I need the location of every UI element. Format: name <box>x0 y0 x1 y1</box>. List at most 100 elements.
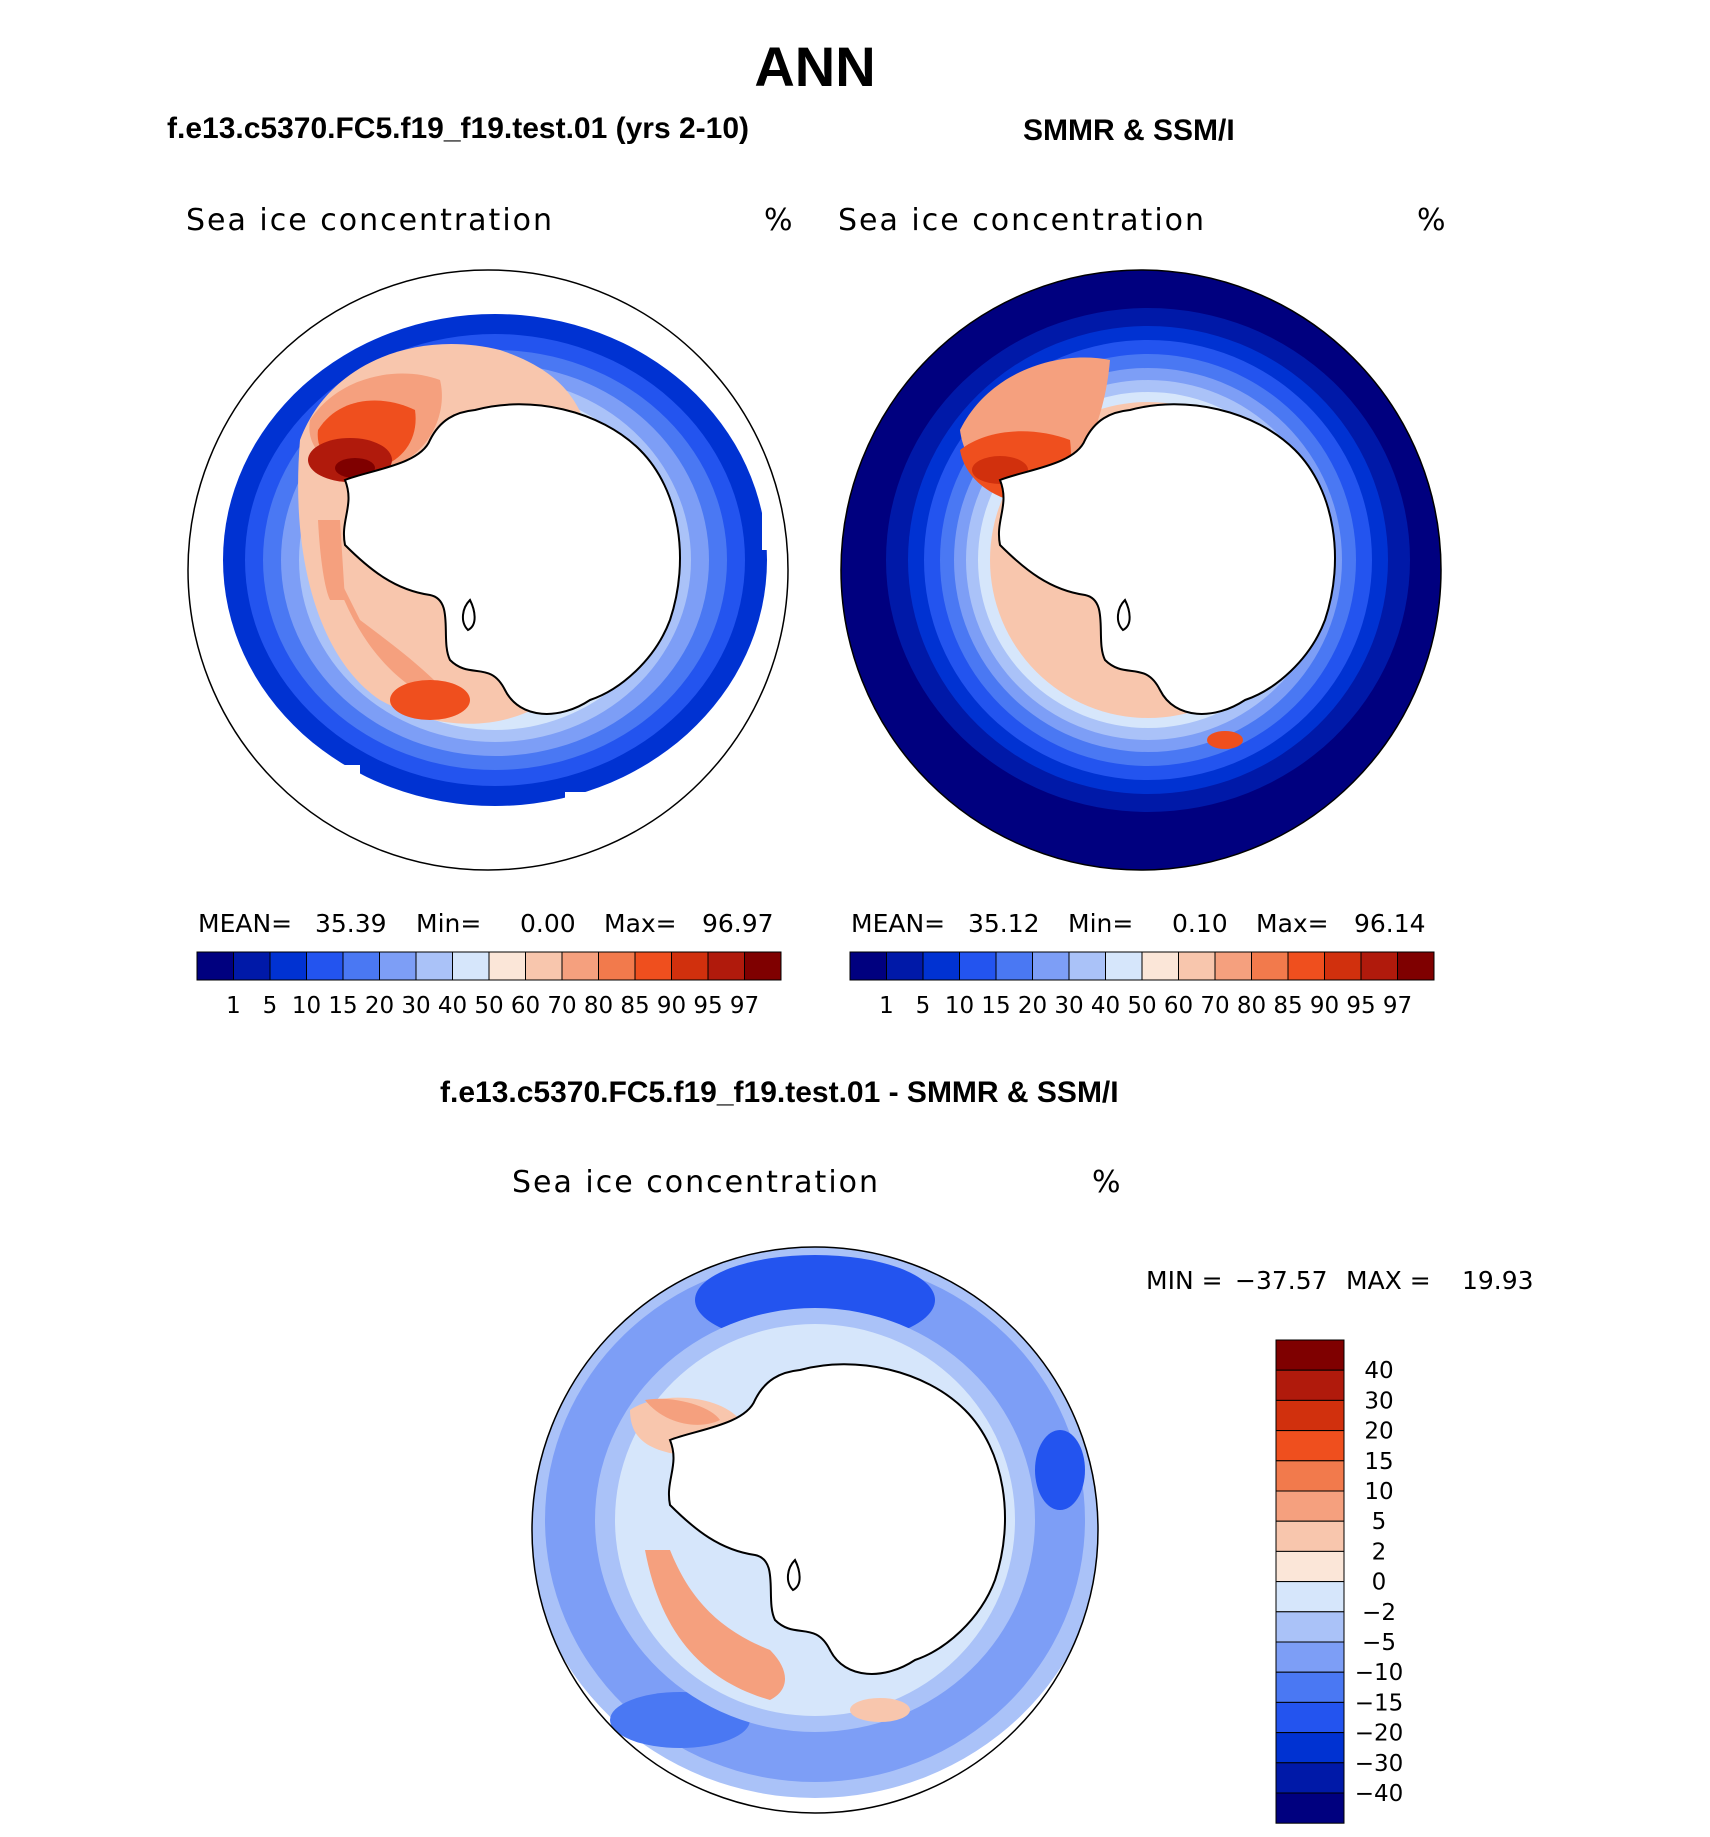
units-label-diff: % <box>1092 1165 1123 1200</box>
diff-colorbar-swatch <box>1275 1701 1345 1734</box>
colorbar-swatch-model <box>634 951 672 981</box>
panel-title-obs: SMMR & SSM/I <box>1023 114 1235 147</box>
colorbar-tick-label-obs: 90 <box>1310 993 1339 1019</box>
units-label-model: % <box>764 203 795 238</box>
max-value-model: 96.97 <box>702 909 774 938</box>
colorbar-tick-label-obs: 5 <box>916 993 931 1019</box>
colorbar-tick-label-obs: 10 <box>945 993 974 1019</box>
min-value-model: 0.00 <box>520 909 576 938</box>
polar-map-obs <box>840 269 1442 871</box>
diff-colorbar-swatch <box>1275 1399 1345 1432</box>
diff-colorbar-tick-label: −2 <box>1362 1600 1396 1626</box>
colorbar-tick-label-model: 97 <box>730 993 759 1019</box>
colorbar-swatch-model <box>379 951 417 981</box>
colorbar-swatch-model <box>342 951 380 981</box>
panel-title-model: f.e13.c5370.FC5.f19_f19.test.01 (yrs 2-1… <box>167 112 750 145</box>
colorbar-tick-label-model: 60 <box>511 993 540 1019</box>
diff-colorbar-swatch <box>1275 1732 1345 1764</box>
colorbar-swatch-model <box>561 951 599 981</box>
colorbar-swatch-model <box>671 951 709 981</box>
diff-colorbar-swatch <box>1275 1641 1345 1673</box>
mean-value-model: 35.39 <box>315 909 387 938</box>
max-label-diff: MAX = <box>1346 1266 1431 1295</box>
diff-colorbar-swatch <box>1275 1550 1345 1583</box>
diff-colorbar-swatch <box>1275 1460 1345 1492</box>
min-label-diff: MIN = <box>1146 1266 1223 1295</box>
units-label-obs: % <box>1417 203 1448 238</box>
diff-colorbar-swatch <box>1275 1792 1345 1824</box>
colorbar-swatch-obs <box>922 951 960 981</box>
variable-label-diff: Sea ice concentration <box>512 1165 881 1200</box>
diff-colorbar-swatch <box>1275 1762 1345 1794</box>
colorbar-swatch-obs <box>849 951 887 981</box>
colorbar-swatch-model <box>269 951 307 981</box>
colorbar-swatch-obs <box>1360 951 1398 981</box>
diff-colorbar-swatch <box>1275 1581 1345 1613</box>
max-value-diff: 19.93 <box>1462 1266 1534 1295</box>
diff-colorbar-tick-label: −20 <box>1355 1721 1404 1747</box>
min-value-obs: 0.10 <box>1172 909 1228 938</box>
colorbar-swatch-model <box>744 951 782 981</box>
diff-colorbar-tick-label: 30 <box>1364 1388 1393 1414</box>
colorbar-swatch-obs <box>1324 951 1362 981</box>
colorbar-tick-label-obs: 95 <box>1346 993 1375 1019</box>
diff-colorbar-tick-label: −30 <box>1355 1751 1404 1777</box>
colorbar-tick-label-model: 80 <box>584 993 613 1019</box>
polar-map-diff <box>531 1246 1099 1814</box>
diff-colorbar-swatch <box>1275 1520 1345 1552</box>
diff-colorbar-tick-label: −40 <box>1355 1781 1404 1807</box>
colorbar-swatch-obs <box>995 951 1033 981</box>
colorbar-swatch-model <box>452 951 490 981</box>
colorbar-swatch-obs <box>1214 951 1252 981</box>
diff-colorbar-tick-label: −5 <box>1362 1630 1396 1656</box>
colorbar-swatch-obs <box>1397 951 1435 981</box>
diff-colorbar-tick-label: −10 <box>1355 1660 1404 1686</box>
diff-colorbar-tick-label: 20 <box>1364 1419 1393 1445</box>
colorbar-tick-label-obs: 97 <box>1383 993 1412 1019</box>
variable-label-obs: Sea ice concentration <box>838 203 1207 238</box>
colorbar-tick-label-model: 10 <box>292 993 321 1019</box>
colorbar-swatch-model <box>233 951 271 981</box>
diff-colorbar-swatch <box>1275 1490 1345 1522</box>
diff-colorbar-swatch <box>1275 1369 1345 1401</box>
colorbar-swatch-obs <box>1287 951 1325 981</box>
colorbar-swatch-model <box>488 951 526 981</box>
colorbar-tick-label-model: 50 <box>474 993 503 1019</box>
colorbar-tick-label-model: 85 <box>620 993 649 1019</box>
colorbar-swatch-obs <box>1178 951 1216 981</box>
polar-map-model <box>187 269 789 871</box>
max-value-obs: 96.14 <box>1354 909 1426 938</box>
min-label-obs: Min= <box>1068 909 1134 938</box>
diff-colorbar-tick-label: 5 <box>1372 1509 1387 1535</box>
diff-colorbar-swatch <box>1275 1671 1345 1703</box>
panel-title-diff: f.e13.c5370.FC5.f19_f19.test.01 - SMMR &… <box>440 1076 1119 1109</box>
colorbar-swatch-obs <box>1105 951 1143 981</box>
colorbar-tick-label-obs: 85 <box>1273 993 1302 1019</box>
colorbar-swatch-model <box>598 951 636 981</box>
diff-colorbar-swatch <box>1275 1430 1345 1462</box>
colorbar-tick-label-obs: 70 <box>1200 993 1229 1019</box>
diff-colorbar-swatch <box>1275 1339 1345 1371</box>
mean-label-obs: MEAN= <box>851 909 946 938</box>
colorbar-swatch-obs <box>1141 951 1179 981</box>
colorbar-tick-label-model: 20 <box>365 993 394 1019</box>
colorbar-swatch-obs <box>1032 951 1070 981</box>
colorbar-swatch-obs <box>1068 951 1106 981</box>
colorbar-swatch-model <box>306 951 344 981</box>
max-label-obs: Max= <box>1256 909 1329 938</box>
mean-label-model: MEAN= <box>198 909 293 938</box>
colorbar-tick-label-obs: 1 <box>879 993 894 1019</box>
colorbar-swatch-model <box>707 951 745 981</box>
colorbar-tick-label-obs: 40 <box>1091 993 1120 1019</box>
colorbar-tick-label-model: 90 <box>657 993 686 1019</box>
colorbar-tick-label-obs: 60 <box>1164 993 1193 1019</box>
colorbar-swatch-model <box>525 951 563 981</box>
colorbar-tick-label-model: 1 <box>226 993 241 1019</box>
min-value-diff: −37.57 <box>1235 1266 1328 1295</box>
colorbar-tick-label-model: 70 <box>547 993 576 1019</box>
colorbar-tick-label-model: 15 <box>328 993 357 1019</box>
diff-colorbar-tick-label: 2 <box>1372 1539 1387 1565</box>
colorbar-swatch-obs <box>1251 951 1289 981</box>
diff-colorbar-tick-label: 0 <box>1372 1570 1387 1596</box>
